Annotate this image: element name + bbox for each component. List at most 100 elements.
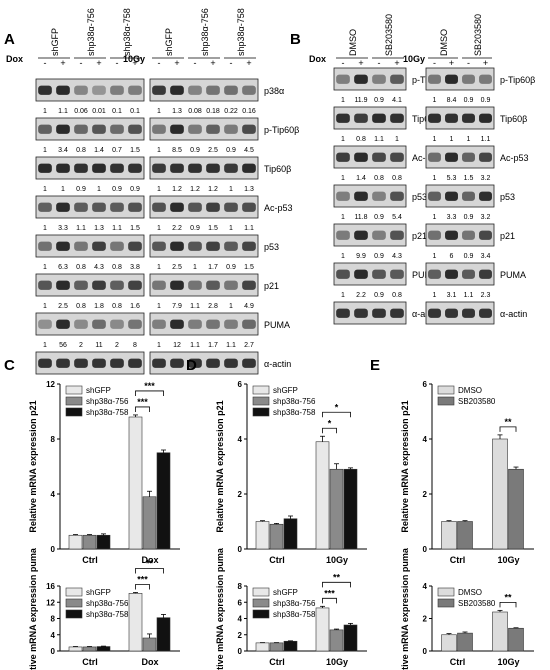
x-tick-label: Ctrl bbox=[450, 555, 466, 565]
quant-value: 1.5 bbox=[244, 264, 254, 271]
quant-value: 2 bbox=[79, 342, 83, 349]
legend-label: SB203580 bbox=[458, 599, 496, 608]
quant-value: 1 bbox=[341, 97, 345, 104]
quant-value: 1 bbox=[229, 225, 233, 232]
blot-band bbox=[206, 280, 220, 290]
quant-value: 1.3 bbox=[94, 225, 104, 232]
blot-band bbox=[152, 319, 166, 329]
blot-row bbox=[35, 312, 145, 336]
significance-bracket bbox=[499, 426, 517, 432]
significance-bracket bbox=[322, 411, 351, 418]
bar bbox=[68, 646, 83, 652]
significance-label: ** bbox=[504, 417, 512, 427]
blot-row bbox=[333, 262, 407, 286]
y-tick-label: 4 bbox=[423, 435, 428, 444]
quant-value: 4.3 bbox=[94, 264, 104, 271]
blot-strip bbox=[149, 273, 259, 297]
blot-strip bbox=[149, 312, 259, 336]
quant-value: 1.1 bbox=[226, 342, 236, 349]
quant-value: 1.5 bbox=[130, 147, 140, 154]
quant-value: 1 bbox=[341, 292, 345, 299]
blot-band bbox=[110, 241, 124, 251]
blot-row bbox=[149, 117, 259, 141]
quant-value: 1 bbox=[229, 303, 233, 310]
legend-label: shp38α-756 bbox=[86, 397, 129, 406]
quant-value: 6 bbox=[450, 253, 454, 260]
y-tick-label: 6 bbox=[238, 380, 243, 389]
quant-value: 1 bbox=[193, 264, 197, 271]
significance-label: ** bbox=[146, 559, 154, 569]
bar bbox=[269, 642, 284, 652]
y-tick-label: 4 bbox=[238, 615, 243, 624]
y-axis-label: Relative mRNA expression p21 bbox=[400, 400, 410, 532]
blot-band bbox=[188, 85, 202, 95]
blot-strip bbox=[149, 117, 259, 141]
treatment-sign: + bbox=[358, 58, 363, 68]
blot-band bbox=[152, 124, 166, 134]
quant-value: 1.1 bbox=[481, 136, 491, 143]
bar bbox=[283, 518, 298, 550]
group-label: shGFP bbox=[164, 28, 174, 56]
blot-band bbox=[336, 191, 350, 201]
legend-label: shGFP bbox=[273, 588, 298, 597]
blot-band bbox=[170, 358, 184, 368]
x-tick-label: Ctrl bbox=[82, 555, 98, 565]
quant-value: 1.5 bbox=[464, 175, 474, 182]
blot-band bbox=[74, 358, 88, 368]
blot-band bbox=[128, 241, 142, 251]
bar bbox=[255, 521, 270, 550]
quant-value: 0.16 bbox=[242, 108, 256, 115]
bar bbox=[156, 452, 171, 550]
significance-label: * bbox=[335, 402, 339, 412]
blot-band bbox=[445, 269, 458, 279]
bar bbox=[457, 632, 473, 652]
blot-row bbox=[35, 234, 145, 258]
protein-label: p-Tip60β bbox=[264, 125, 299, 135]
legend-swatch bbox=[437, 587, 455, 597]
protein-label: PUMA bbox=[264, 320, 290, 330]
blot-strip bbox=[35, 78, 145, 102]
blot-band bbox=[462, 191, 475, 201]
quant-value: 0.8 bbox=[76, 264, 86, 271]
legend-swatch bbox=[437, 396, 455, 406]
blot-band bbox=[152, 163, 166, 173]
blot-row bbox=[149, 312, 259, 336]
blot-band bbox=[224, 280, 238, 290]
blot-band bbox=[56, 85, 70, 95]
legend-swatch bbox=[437, 385, 455, 395]
y-tick-label: 0 bbox=[423, 545, 428, 554]
treatment-sign: + bbox=[96, 58, 101, 68]
panel-letter: D bbox=[186, 357, 197, 374]
quant-value: 1 bbox=[467, 136, 471, 143]
panel-letter: E bbox=[370, 357, 380, 374]
blot-band bbox=[206, 124, 220, 134]
blot-band bbox=[462, 308, 475, 318]
protein-label: Ac-p53 bbox=[500, 153, 529, 163]
bar bbox=[441, 634, 457, 652]
treatment-label: Dox bbox=[309, 54, 326, 64]
blot-band bbox=[445, 230, 458, 240]
x-tick-label: Ctrl bbox=[269, 555, 285, 565]
blot-band bbox=[206, 202, 220, 212]
y-axis-label: Relative mRNA expression puma bbox=[215, 547, 225, 670]
group-label: shp38α-756 bbox=[200, 8, 210, 56]
blot-band bbox=[428, 152, 441, 162]
legend-label: shp38α-756 bbox=[273, 397, 316, 406]
bar bbox=[283, 640, 298, 652]
blot-band bbox=[152, 280, 166, 290]
blot-row bbox=[425, 184, 495, 208]
quant-value: 1 bbox=[433, 97, 437, 104]
y-tick-label: 2 bbox=[423, 490, 428, 499]
protein-label: Ac-p53 bbox=[264, 203, 293, 213]
blot-band bbox=[110, 85, 124, 95]
quant-value: 5.3 bbox=[447, 175, 457, 182]
protein-label: p21 bbox=[264, 281, 279, 291]
quant-value: 1 bbox=[43, 147, 47, 154]
blot-band bbox=[354, 269, 368, 279]
legend-swatch bbox=[252, 598, 270, 608]
quant-value: 1.4 bbox=[94, 147, 104, 154]
protein-label: PUMA bbox=[500, 270, 526, 280]
group-label: shGFP bbox=[50, 28, 60, 56]
significance-bracket bbox=[499, 601, 517, 608]
quant-value: 0.8 bbox=[392, 292, 402, 299]
